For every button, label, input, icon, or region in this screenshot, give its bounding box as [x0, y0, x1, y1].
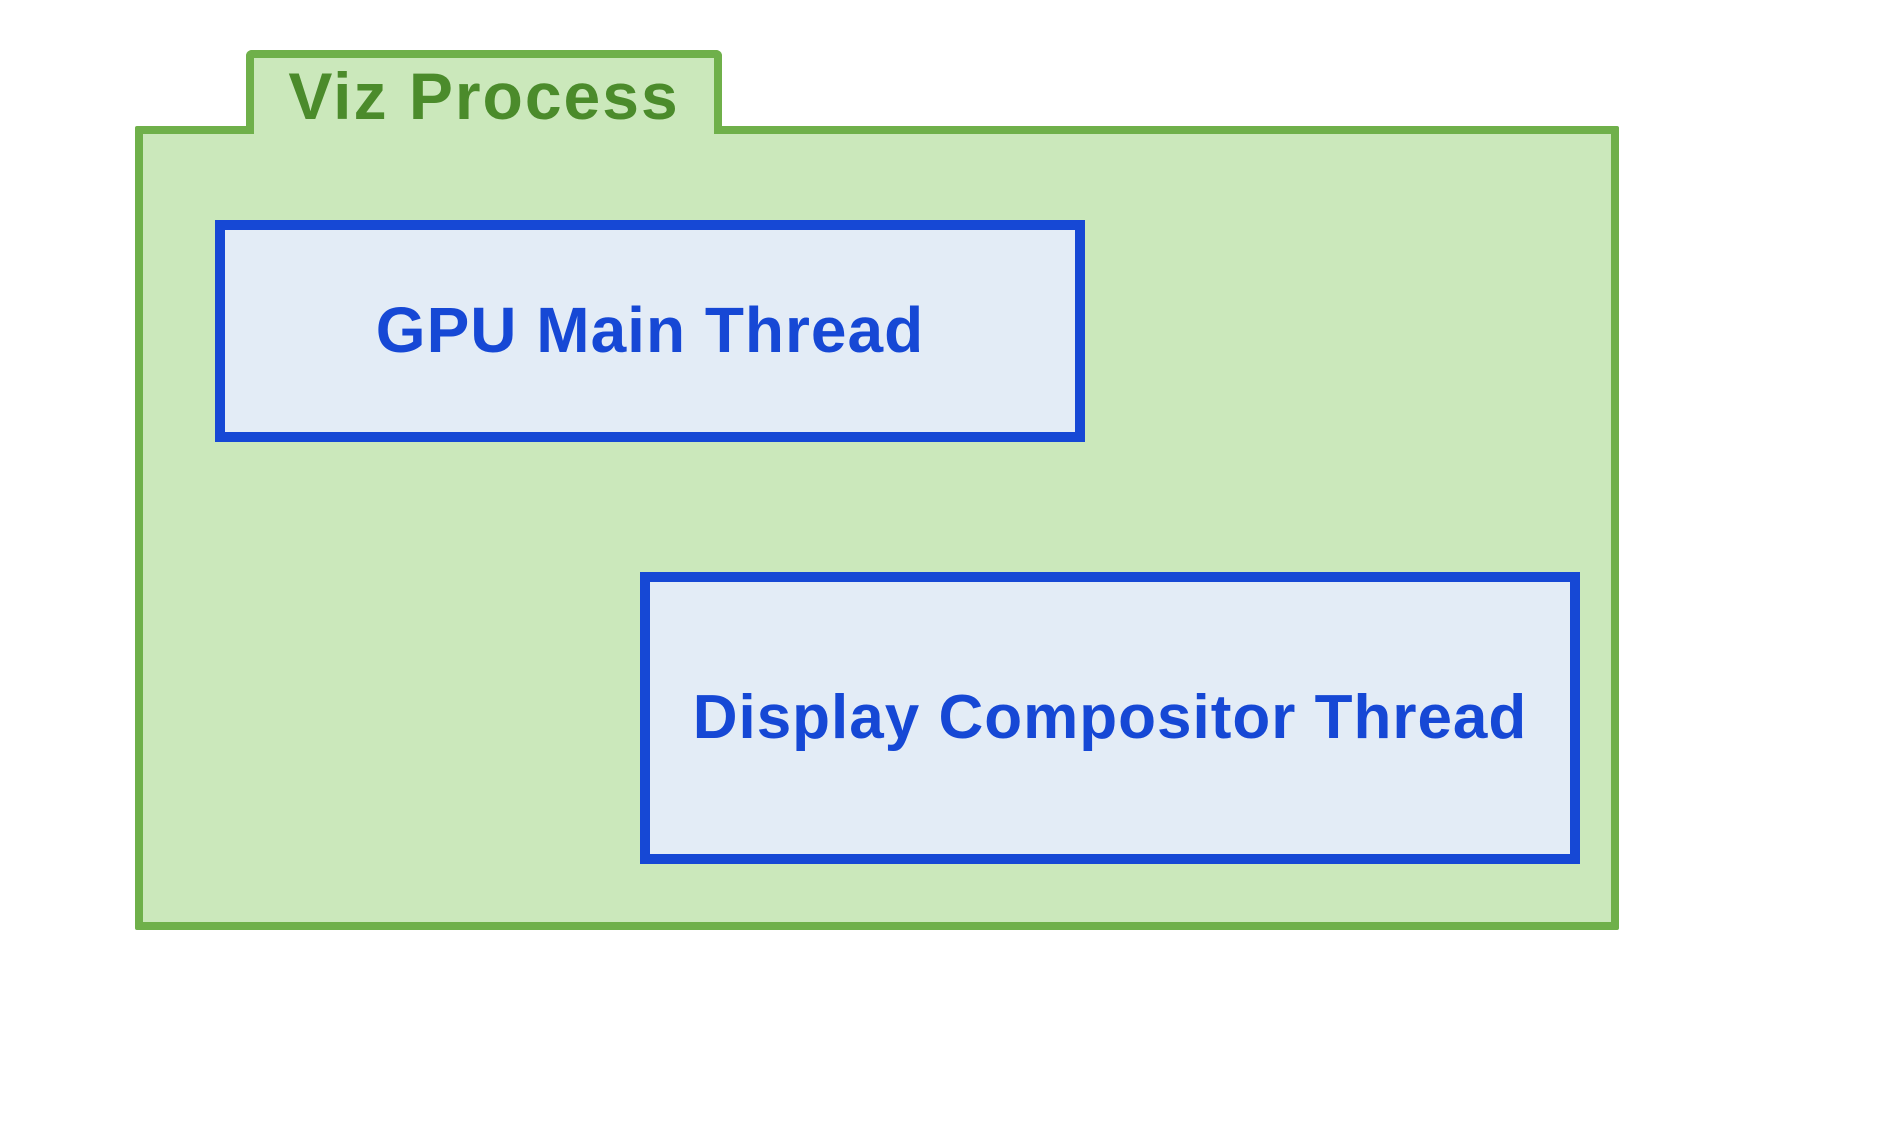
display-compositor-thread-label: Display Compositor Thread [693, 682, 1528, 753]
gpu-main-thread-label: GPU Main Thread [376, 294, 924, 368]
viz-process-tab: Viz Process [246, 50, 722, 134]
display-compositor-thread-box: Display Compositor Thread [640, 572, 1580, 864]
gpu-main-thread-box: GPU Main Thread [215, 220, 1085, 442]
viz-process-label: Viz Process [288, 58, 679, 134]
diagram-canvas: Viz Process GPU Main Thread Display Comp… [0, 0, 1897, 1136]
